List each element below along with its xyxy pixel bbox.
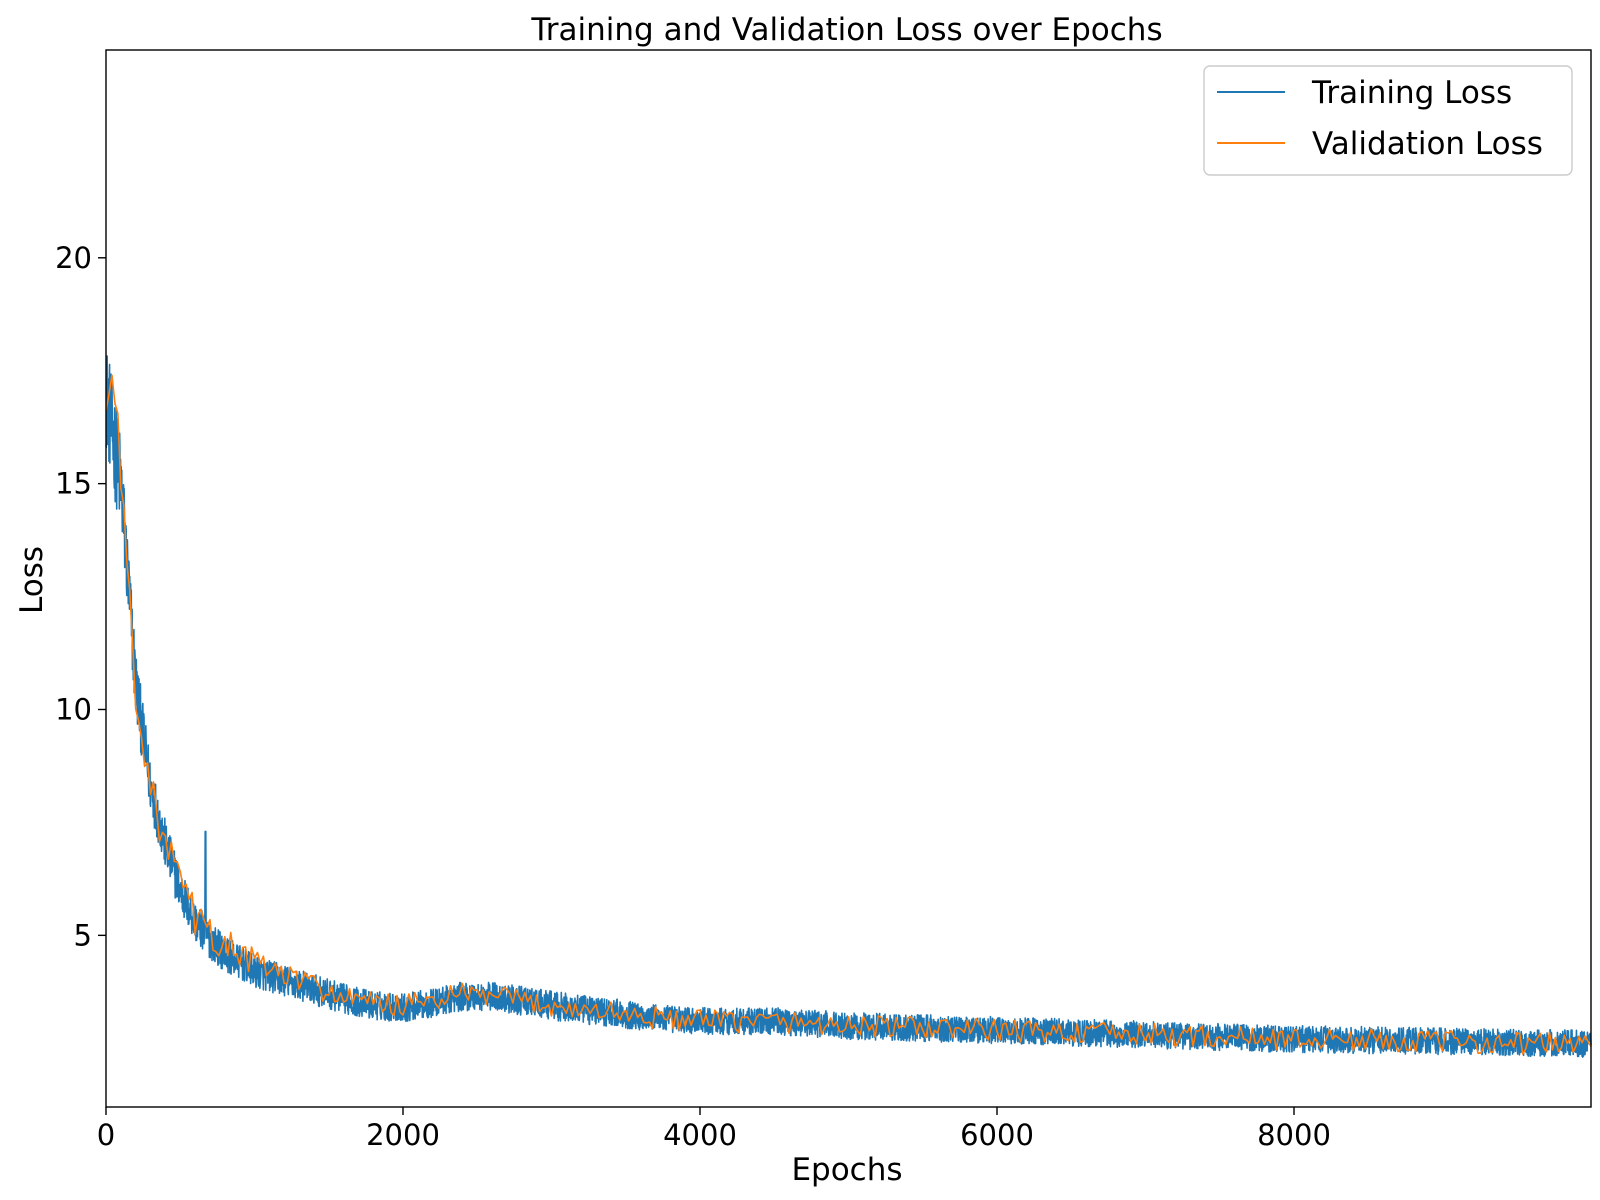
plot-frame bbox=[105, 49, 1592, 1108]
legend-frame bbox=[1203, 65, 1573, 176]
x-tick-label: 6000 bbox=[960, 1118, 1034, 1152]
series-layer bbox=[105, 355, 1592, 1058]
legend-label-validation: Validation Loss bbox=[1312, 126, 1543, 162]
x-axis-label: Epochs bbox=[791, 1152, 902, 1188]
y-axis-ticks: 5 10 15 20 bbox=[55, 241, 106, 952]
y-tick-label: 10 bbox=[55, 692, 92, 726]
x-tick-label: 8000 bbox=[1257, 1118, 1331, 1152]
x-tick-label: 0 bbox=[97, 1118, 115, 1152]
validation-loss-line bbox=[105, 374, 1592, 1055]
training-loss-line bbox=[105, 355, 1592, 1058]
legend: Training Loss Validation Loss bbox=[1203, 65, 1573, 176]
y-tick-label: 15 bbox=[55, 467, 92, 501]
plot-area bbox=[105, 49, 1592, 1108]
x-axis-ticks: 0 2000 4000 6000 8000 bbox=[97, 1107, 1331, 1152]
x-tick-label: 4000 bbox=[663, 1118, 737, 1152]
y-tick-label: 20 bbox=[55, 241, 92, 275]
legend-label-training: Training Loss bbox=[1311, 75, 1512, 111]
y-tick-label: 5 bbox=[74, 918, 92, 952]
x-tick-label: 2000 bbox=[366, 1118, 440, 1152]
chart-title: Training and Validation Loss over Epochs bbox=[530, 12, 1162, 48]
y-axis-label: Loss bbox=[14, 546, 50, 614]
